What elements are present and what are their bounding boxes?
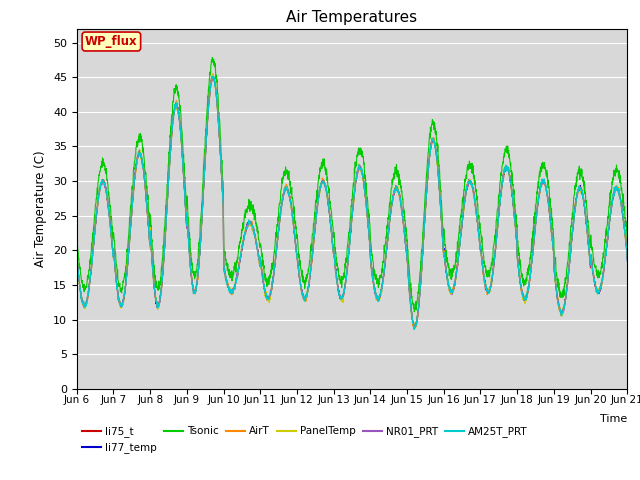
AirT <box>591 278 598 284</box>
li77_temp <box>575 187 583 193</box>
Line: li77_temp: li77_temp <box>77 76 627 327</box>
AM25T_PRT <box>623 258 631 264</box>
PanelTemp <box>73 255 81 261</box>
AirT <box>368 271 376 277</box>
Text: Time: Time <box>600 414 627 424</box>
li77_temp <box>227 290 234 296</box>
NR01_PRT <box>412 325 419 331</box>
Tsonic <box>575 167 583 172</box>
Tsonic <box>623 240 631 246</box>
NR01_PRT <box>623 258 631 264</box>
li77_temp <box>380 269 388 275</box>
li75_t <box>575 184 583 190</box>
Line: PanelTemp: PanelTemp <box>77 75 627 329</box>
PanelTemp <box>209 72 216 78</box>
AM25T_PRT <box>513 235 520 241</box>
li75_t <box>591 279 598 285</box>
PanelTemp <box>623 254 631 260</box>
Line: NR01_PRT: NR01_PRT <box>77 78 627 328</box>
li75_t <box>513 234 520 240</box>
AirT <box>623 253 631 259</box>
NR01_PRT <box>368 269 376 275</box>
Line: AM25T_PRT: AM25T_PRT <box>77 76 627 329</box>
AM25T_PRT <box>227 288 234 294</box>
PanelTemp <box>380 270 388 276</box>
li77_temp <box>591 278 598 284</box>
Tsonic <box>591 262 598 267</box>
li75_t <box>368 271 376 276</box>
AM25T_PRT <box>368 269 376 275</box>
Legend: li75_t, li77_temp, Tsonic, AirT, PanelTemp, NR01_PRT, AM25T_PRT: li75_t, li77_temp, Tsonic, AirT, PanelTe… <box>82 426 528 454</box>
NR01_PRT <box>575 188 583 193</box>
Line: AirT: AirT <box>77 74 627 327</box>
Tsonic <box>410 309 418 315</box>
li77_temp <box>209 73 216 79</box>
Tsonic <box>73 235 81 241</box>
AM25T_PRT <box>575 183 583 189</box>
li77_temp <box>368 269 376 275</box>
li75_t <box>410 324 418 330</box>
NR01_PRT <box>591 278 598 284</box>
AM25T_PRT <box>209 73 216 79</box>
li77_temp <box>410 324 418 330</box>
Text: WP_flux: WP_flux <box>85 35 138 48</box>
PanelTemp <box>227 289 234 295</box>
Tsonic <box>380 250 388 255</box>
PanelTemp <box>410 326 418 332</box>
NR01_PRT <box>209 75 216 81</box>
Y-axis label: Air Temperature (C): Air Temperature (C) <box>35 151 47 267</box>
PanelTemp <box>591 278 598 284</box>
AM25T_PRT <box>410 326 418 332</box>
AM25T_PRT <box>73 255 81 261</box>
li77_temp <box>73 256 81 262</box>
Tsonic <box>209 55 216 60</box>
Title: Air Temperatures: Air Temperatures <box>287 10 417 25</box>
NR01_PRT <box>73 257 81 263</box>
Tsonic <box>227 272 234 277</box>
AirT <box>412 324 420 330</box>
NR01_PRT <box>227 289 234 295</box>
NR01_PRT <box>380 270 388 276</box>
AirT <box>380 269 388 275</box>
AM25T_PRT <box>591 279 598 285</box>
AirT <box>513 236 520 241</box>
li75_t <box>380 270 388 276</box>
Tsonic <box>513 212 520 218</box>
li75_t <box>623 257 631 263</box>
AirT <box>575 186 583 192</box>
li75_t <box>210 74 218 80</box>
AirT <box>73 258 81 264</box>
PanelTemp <box>575 183 583 189</box>
PanelTemp <box>513 233 520 239</box>
Line: li75_t: li75_t <box>77 77 627 327</box>
li77_temp <box>513 235 520 241</box>
li77_temp <box>623 254 631 260</box>
Line: Tsonic: Tsonic <box>77 58 627 312</box>
AM25T_PRT <box>380 269 388 275</box>
NR01_PRT <box>513 233 520 239</box>
li75_t <box>73 256 81 262</box>
Tsonic <box>368 253 376 259</box>
PanelTemp <box>368 271 376 277</box>
AirT <box>209 71 216 77</box>
li75_t <box>227 288 234 294</box>
AirT <box>227 288 234 294</box>
